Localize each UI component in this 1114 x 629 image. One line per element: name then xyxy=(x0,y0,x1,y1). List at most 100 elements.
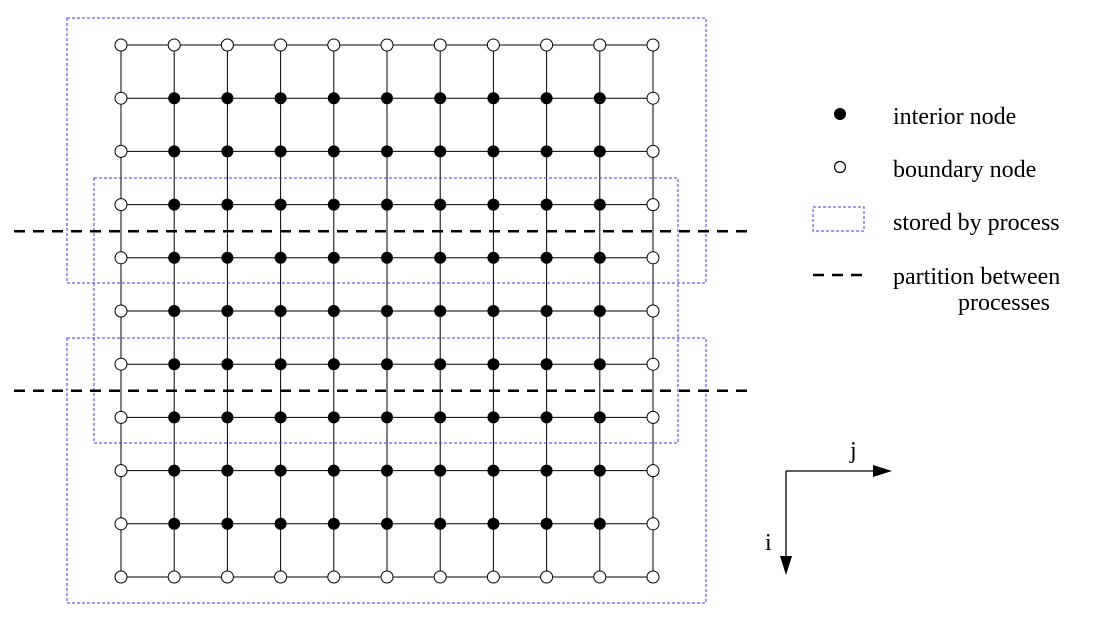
interior-node xyxy=(381,358,393,371)
axis-indicator: j i xyxy=(765,438,892,575)
interior-node xyxy=(381,198,393,211)
boundary-node xyxy=(486,38,500,52)
boundary-node xyxy=(114,464,128,478)
j-axis-arrowhead xyxy=(873,465,892,477)
boundary-node xyxy=(274,570,288,584)
boundary-node xyxy=(540,38,554,52)
interior-node xyxy=(381,464,393,477)
interior-node xyxy=(381,411,393,424)
boundary-node xyxy=(327,570,341,584)
interior-node xyxy=(540,517,553,530)
interior-node xyxy=(434,411,447,424)
interior-node xyxy=(540,92,553,105)
boundary-node xyxy=(380,38,394,52)
interior-node xyxy=(327,198,340,211)
j-axis-label: j xyxy=(849,438,857,464)
interior-node xyxy=(221,198,234,211)
interior-node xyxy=(221,517,234,530)
interior-node xyxy=(487,92,500,105)
interior-node xyxy=(540,358,553,371)
interior-node xyxy=(168,464,181,477)
interior-node xyxy=(221,358,234,371)
interior-node xyxy=(327,517,340,530)
boundary-node xyxy=(646,144,660,158)
interior-node xyxy=(168,517,181,530)
interior-node xyxy=(540,145,553,158)
boundary-node xyxy=(114,357,128,371)
boundary-node xyxy=(646,304,660,318)
interior-node xyxy=(540,305,553,317)
stored-region-process-3 xyxy=(66,337,707,604)
interior-node xyxy=(327,411,340,424)
legend-boundary-symbol xyxy=(833,160,847,174)
boundary-node xyxy=(114,144,128,158)
interior-node xyxy=(327,464,340,477)
interior-node xyxy=(487,305,500,317)
interior-node xyxy=(221,411,234,424)
boundary-node xyxy=(646,198,660,212)
interior-node xyxy=(593,92,606,105)
boundary-node xyxy=(114,38,128,52)
interior-node xyxy=(327,92,340,105)
interior-node xyxy=(274,145,287,158)
interior-node xyxy=(434,464,447,477)
interior-node xyxy=(168,305,181,317)
interior-node xyxy=(487,411,500,424)
interior-node xyxy=(168,198,181,211)
interior-node xyxy=(274,411,287,424)
interior-node xyxy=(221,464,234,477)
legend: interior node boundary node stored by pr… xyxy=(812,104,1060,316)
interior-node xyxy=(168,411,181,424)
interior-node xyxy=(593,517,606,530)
interior-node xyxy=(327,358,340,371)
legend-interior-label: interior node xyxy=(893,104,1016,130)
interior-node xyxy=(593,411,606,424)
boundary-node xyxy=(114,570,128,584)
stored-region-process-2 xyxy=(93,177,679,444)
interior-node xyxy=(487,251,500,264)
boundary-node xyxy=(646,251,660,265)
boundary-node xyxy=(593,570,607,584)
legend-stored-label: stored by process xyxy=(893,210,1060,236)
interior-node xyxy=(381,305,393,317)
interior-node xyxy=(434,358,447,371)
interior-node xyxy=(381,92,393,105)
boundary-node xyxy=(646,570,660,584)
interior-node xyxy=(593,198,606,211)
interior-node xyxy=(487,198,500,211)
boundary-node xyxy=(167,570,181,584)
boundary-node xyxy=(327,38,341,52)
interior-node xyxy=(434,92,447,105)
interior-node xyxy=(327,145,340,158)
interior-node xyxy=(593,251,606,264)
i-axis-label: i xyxy=(765,530,772,556)
interior-node xyxy=(274,251,287,264)
grid-nodes xyxy=(114,38,660,584)
process-regions xyxy=(66,17,707,604)
interior-node xyxy=(221,92,234,105)
interior-node xyxy=(593,358,606,371)
boundary-node xyxy=(433,570,447,584)
interior-node xyxy=(487,145,500,158)
interior-node xyxy=(168,251,181,264)
interior-node xyxy=(168,145,181,158)
boundary-node xyxy=(646,517,660,531)
boundary-node xyxy=(540,570,554,584)
interior-node xyxy=(540,251,553,264)
boundary-node xyxy=(114,198,128,212)
boundary-node xyxy=(220,38,234,52)
interior-node xyxy=(381,251,393,264)
interior-node xyxy=(487,464,500,477)
boundary-node xyxy=(646,464,660,478)
boundary-node xyxy=(593,38,607,52)
legend-partition-label-line2: processes xyxy=(958,290,1050,316)
boundary-node xyxy=(486,570,500,584)
interior-node xyxy=(274,517,287,530)
i-axis-arrowhead xyxy=(780,556,792,575)
interior-node xyxy=(487,517,500,530)
legend-partition-label-line1: partition between xyxy=(893,264,1060,290)
interior-node xyxy=(593,464,606,477)
legend-stored-symbol xyxy=(812,206,865,232)
interior-node xyxy=(434,517,447,530)
